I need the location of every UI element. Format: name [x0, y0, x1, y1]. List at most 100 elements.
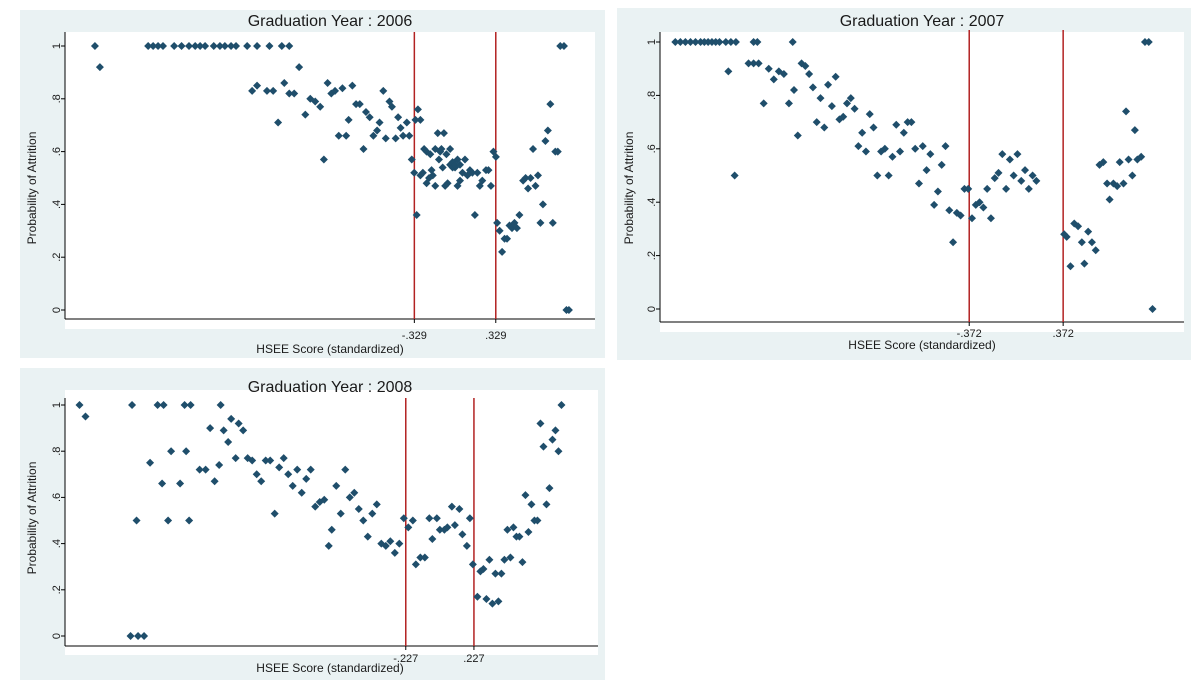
data-point [426, 150, 435, 159]
data-point [1091, 246, 1100, 255]
data-point [564, 306, 573, 314]
data-point [509, 523, 518, 532]
data-point [435, 525, 444, 534]
data-point [753, 38, 762, 46]
y-tick-label: 1 [51, 43, 63, 49]
data-point [458, 530, 467, 539]
data-point [159, 401, 168, 409]
data-point [941, 142, 950, 151]
data-point [510, 218, 519, 227]
x-tick-label: -.329 [402, 330, 427, 342]
data-point [405, 131, 414, 140]
x-tick-label: .227 [463, 653, 484, 665]
data-point [949, 238, 958, 247]
data-point [527, 500, 536, 509]
data-point [365, 113, 374, 122]
data-point [990, 174, 999, 183]
data-point [538, 200, 547, 209]
data-point [1062, 232, 1071, 241]
data-point [381, 541, 390, 550]
data-point [543, 126, 552, 135]
data-point [425, 514, 434, 523]
data-point [774, 67, 783, 76]
data-point [146, 458, 155, 467]
data-point [301, 110, 310, 119]
y-tick-label: .4 [646, 198, 658, 207]
data-point [164, 516, 173, 525]
data-point [937, 160, 946, 169]
data-point [154, 42, 163, 50]
data-point [277, 42, 286, 50]
data-point [227, 42, 236, 50]
data-point [1087, 238, 1096, 247]
data-point [425, 174, 434, 182]
data-point [484, 166, 493, 175]
data-point [911, 144, 920, 153]
data-point [788, 38, 797, 46]
data-point [354, 504, 363, 513]
chart-title: Graduation Year : 2008 [248, 379, 413, 396]
y-axis-label: Probability of Attrition [25, 132, 39, 245]
data-point [201, 465, 210, 474]
data-point [749, 59, 758, 68]
data-point [1028, 171, 1037, 180]
chart-panel-2007: Graduation Year : 2007 HSEE Score (stand… [617, 8, 1191, 360]
data-point [1066, 262, 1075, 271]
data-point [418, 168, 427, 177]
data-point [524, 528, 533, 537]
data-point [1105, 195, 1114, 204]
data-point [438, 163, 447, 172]
data-point [533, 516, 542, 525]
data-point [302, 474, 311, 483]
data-point [1128, 171, 1137, 180]
data-point [769, 75, 778, 84]
data-point [450, 521, 459, 530]
data-point [437, 144, 446, 153]
data-point [446, 144, 455, 153]
y-tick-label: .6 [51, 147, 63, 156]
data-point [914, 179, 923, 188]
data-point [968, 214, 976, 223]
data-point [491, 152, 500, 161]
data-point [284, 470, 293, 479]
data-point [1032, 176, 1041, 185]
data-point [311, 502, 320, 511]
data-point [473, 168, 482, 177]
data-point [215, 42, 224, 50]
data-point [1148, 305, 1157, 313]
data-point [1124, 155, 1133, 164]
data-point [691, 38, 700, 46]
data-point [266, 456, 275, 465]
data-point [369, 131, 378, 140]
data-point [381, 134, 390, 143]
data-point [686, 38, 695, 46]
data-point [234, 419, 243, 428]
data-point [486, 181, 495, 190]
data-point [324, 541, 333, 550]
data-point [884, 171, 893, 180]
data-point [195, 465, 204, 474]
data-point [269, 86, 278, 95]
data-point [331, 86, 340, 95]
data-point [363, 532, 372, 541]
data-point [933, 187, 942, 196]
data-point [994, 168, 1003, 177]
data-point [730, 171, 739, 180]
data-point [176, 479, 185, 488]
data-point [180, 401, 189, 409]
data-point [808, 83, 817, 92]
data-point [1103, 179, 1112, 188]
data-point [288, 481, 297, 490]
data-point [551, 426, 560, 435]
chart-panel-2006: Graduation Year : 2006 HSEE Score (stand… [20, 10, 605, 358]
data-point [521, 491, 530, 500]
data-point [404, 523, 413, 532]
data-point [253, 81, 262, 90]
data-point [1099, 158, 1108, 167]
data-point [433, 129, 442, 138]
data-point [545, 484, 554, 493]
data-point [81, 412, 90, 421]
data-point [416, 553, 425, 562]
data-point [497, 569, 506, 578]
chart-marks: 0 .2 .4 .6 .8 1 -.227 .227 [51, 398, 566, 665]
